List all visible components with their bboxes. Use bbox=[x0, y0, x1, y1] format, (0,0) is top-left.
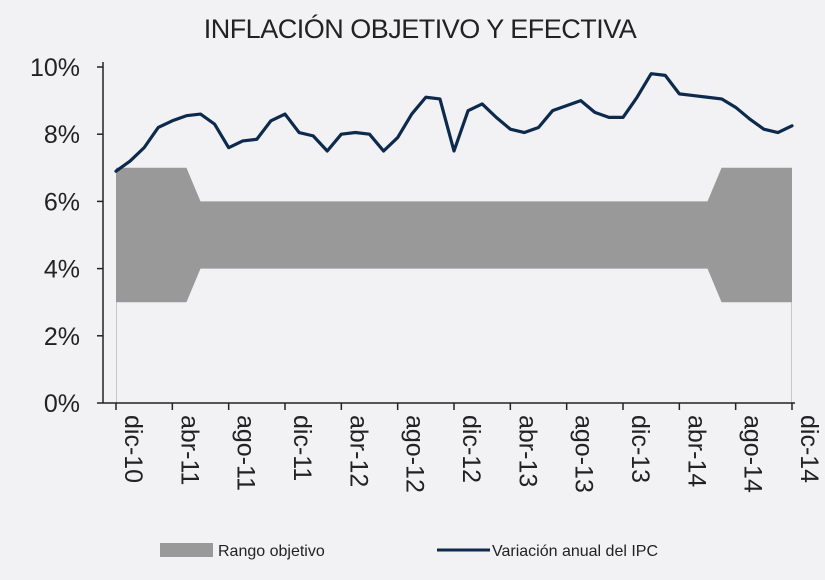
chart-title: INFLACIÓN OBJETIVO Y EFECTIVA bbox=[204, 13, 637, 44]
data-point bbox=[270, 119, 272, 122]
data-point bbox=[608, 116, 610, 119]
data-point bbox=[284, 113, 286, 115]
data-point bbox=[410, 113, 413, 115]
data-point bbox=[495, 116, 498, 119]
x-tick-label: dic-12 bbox=[457, 415, 485, 483]
data-point bbox=[129, 160, 131, 162]
data-point bbox=[171, 119, 174, 122]
data-point bbox=[227, 146, 230, 149]
data-point bbox=[734, 106, 737, 109]
data-point bbox=[453, 150, 455, 152]
data-point bbox=[579, 99, 582, 102]
x-tick-label: dic-11 bbox=[288, 415, 316, 481]
data-point bbox=[354, 131, 357, 134]
data-point bbox=[241, 140, 244, 142]
data-point bbox=[650, 72, 652, 75]
data-point bbox=[368, 133, 371, 135]
data-point bbox=[213, 123, 216, 125]
data-point bbox=[706, 96, 709, 99]
data-point bbox=[115, 170, 117, 172]
x-tick-label: abr-12 bbox=[344, 415, 372, 487]
data-point bbox=[763, 128, 765, 130]
data-point bbox=[551, 109, 554, 112]
y-tick-label: 2% bbox=[44, 323, 80, 351]
data-point bbox=[636, 96, 638, 99]
x-tick-label: dic-10 bbox=[119, 415, 147, 483]
x-tick-label: ago-13 bbox=[570, 415, 598, 493]
data-point bbox=[396, 136, 399, 139]
data-point bbox=[256, 138, 258, 141]
y-tick-label: 4% bbox=[44, 256, 80, 284]
x-tick-label: ago-14 bbox=[739, 415, 767, 493]
x-tick-label: abr-11 bbox=[175, 415, 203, 485]
data-point bbox=[382, 150, 385, 152]
data-point bbox=[509, 128, 512, 130]
data-point bbox=[594, 111, 596, 114]
x-tick-label: abr-14 bbox=[682, 415, 710, 487]
data-point bbox=[425, 96, 427, 99]
y-tick-label: 6% bbox=[44, 188, 80, 216]
x-tick-label: ago-11 bbox=[232, 415, 260, 491]
data-point bbox=[720, 98, 723, 100]
x-tick-label: abr-13 bbox=[513, 415, 541, 487]
y-tick-label: 8% bbox=[44, 121, 80, 149]
data-point bbox=[678, 93, 681, 95]
data-point bbox=[748, 118, 751, 120]
data-point bbox=[143, 146, 145, 149]
data-point bbox=[185, 114, 188, 117]
y-tick-label: 10% bbox=[30, 54, 80, 82]
data-point bbox=[791, 125, 793, 127]
plot-area: 0% 2% 4% 6% 8% 10% dic-10 abr-11 ago-11 dic-11 abr… bbox=[30, 54, 823, 493]
data-point bbox=[157, 126, 160, 129]
data-point bbox=[340, 133, 343, 135]
legend: Rango objetivo Variación anual del IPC bbox=[160, 543, 658, 560]
data-point bbox=[692, 94, 695, 97]
data-point bbox=[777, 131, 779, 134]
data-point bbox=[664, 74, 667, 77]
legend-label-line: Variación anual del IPC bbox=[492, 543, 658, 560]
target-range-band bbox=[116, 167, 792, 303]
data-point bbox=[523, 131, 526, 134]
series-line-ipc bbox=[114, 72, 794, 173]
data-point bbox=[439, 98, 441, 100]
data-point bbox=[481, 103, 483, 105]
y-tick-label: 0% bbox=[44, 390, 80, 418]
data-point bbox=[199, 113, 202, 115]
data-point bbox=[565, 104, 568, 107]
data-point bbox=[312, 135, 314, 137]
x-tick-label: dic-13 bbox=[626, 415, 654, 483]
data-point bbox=[622, 116, 624, 119]
legend-swatch-band bbox=[160, 543, 213, 557]
x-tick-label: dic-14 bbox=[795, 415, 823, 483]
data-point bbox=[467, 109, 469, 112]
x-tick-label: ago-12 bbox=[401, 415, 429, 493]
data-point bbox=[537, 126, 540, 129]
data-point bbox=[326, 150, 329, 152]
data-point bbox=[298, 131, 300, 134]
legend-label-band: Rango objetivo bbox=[218, 543, 325, 560]
